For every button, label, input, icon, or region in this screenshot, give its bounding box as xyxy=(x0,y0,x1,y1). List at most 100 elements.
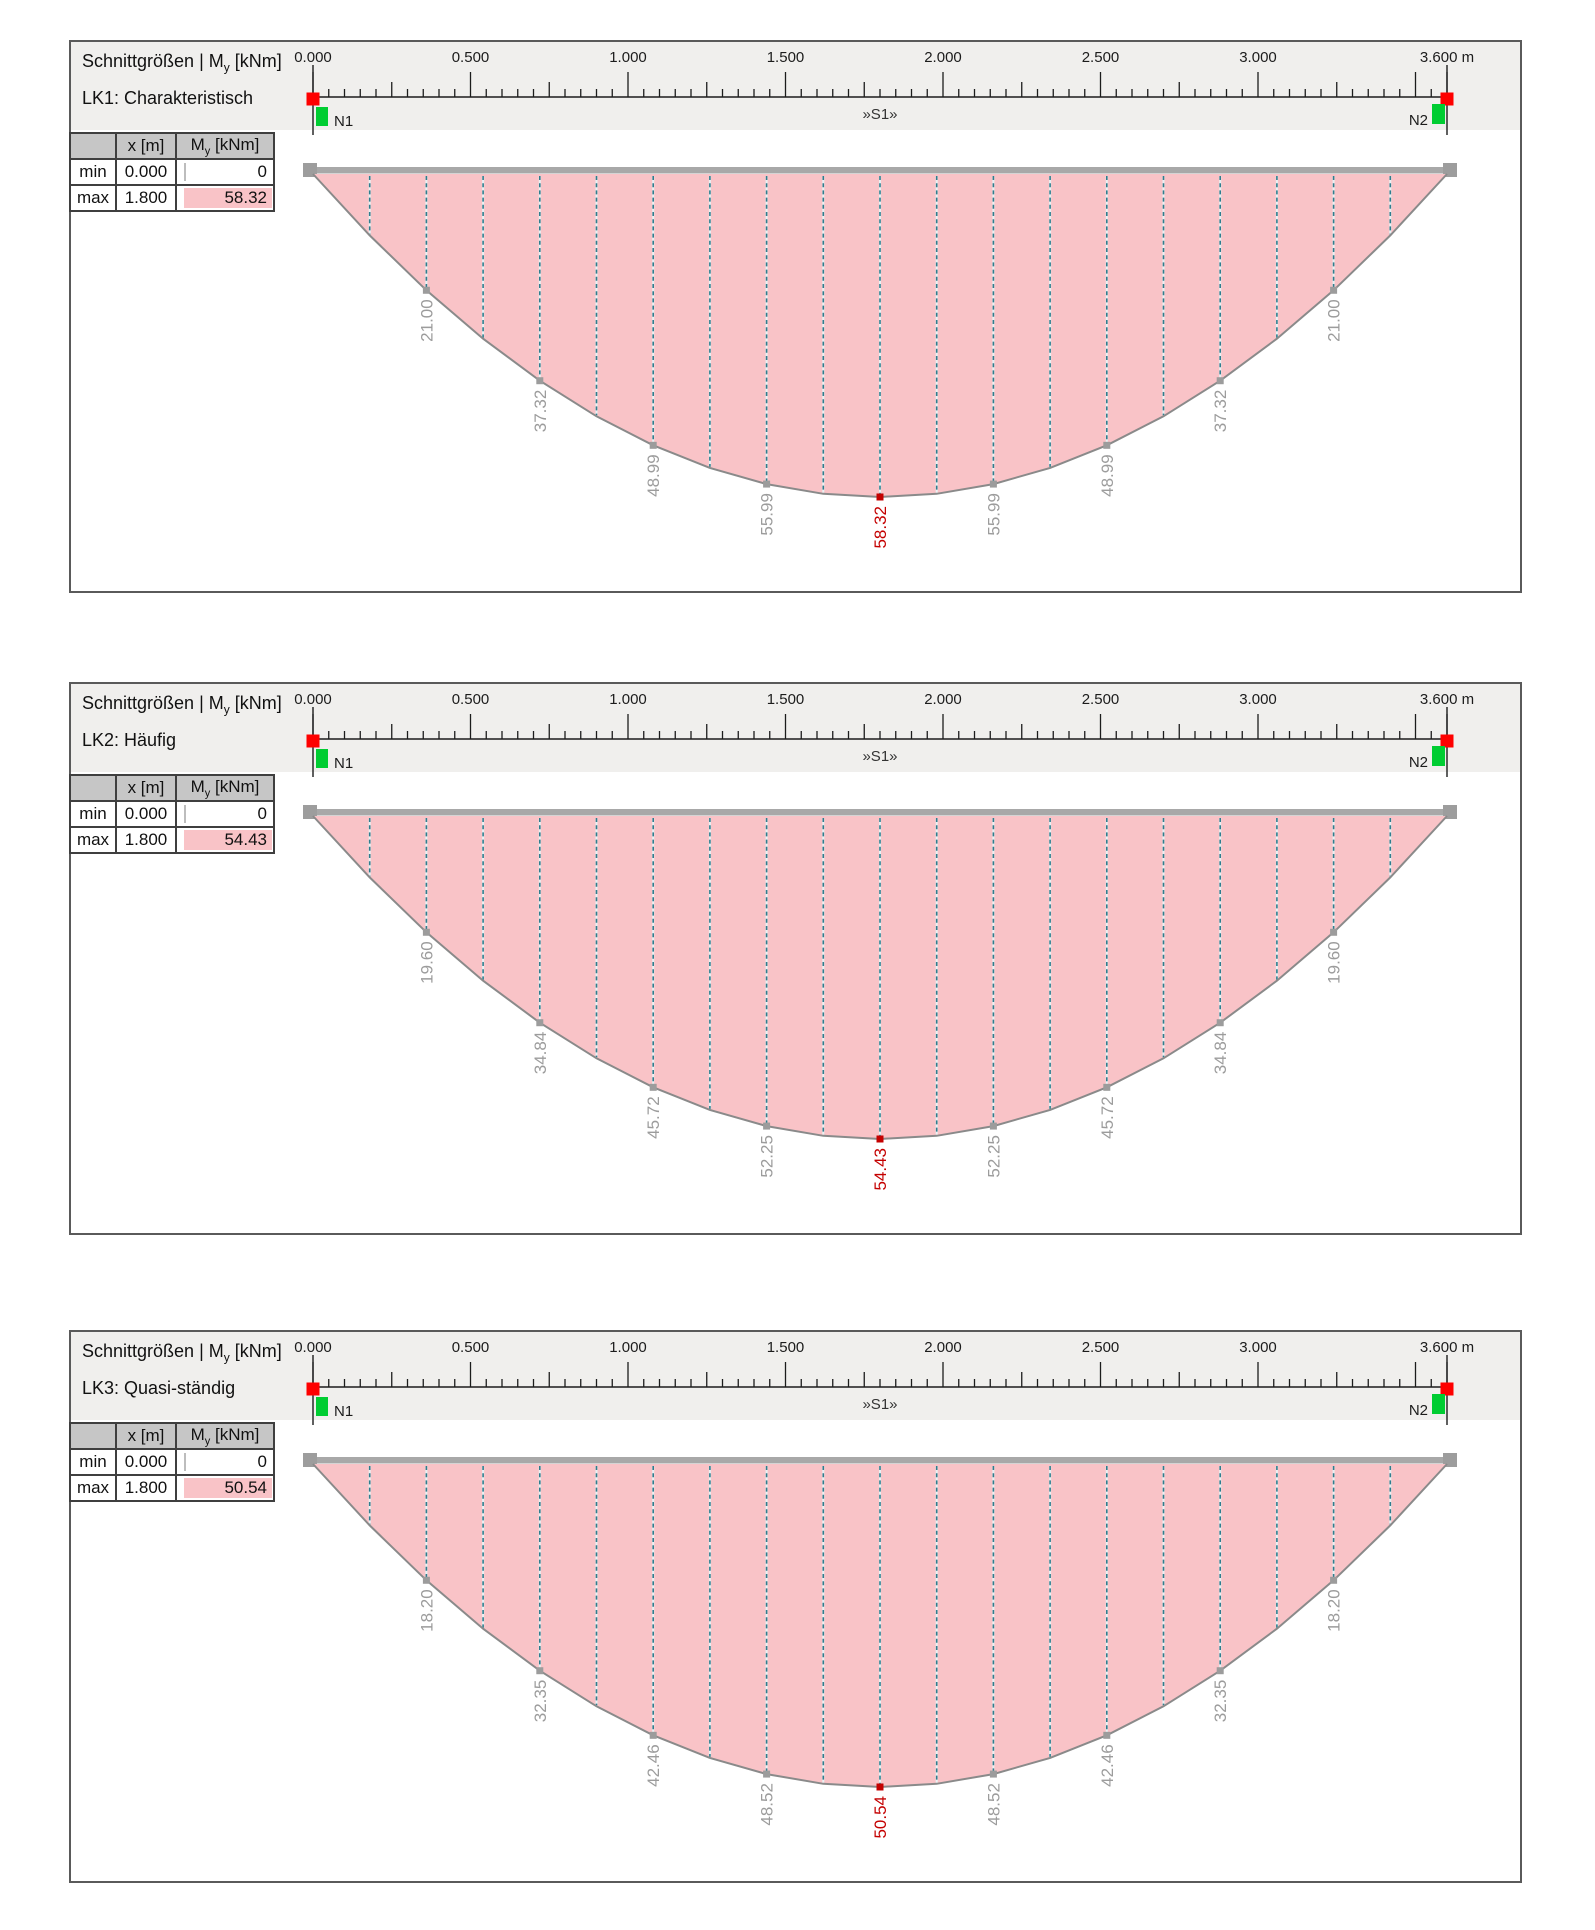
node-markers: N1 N2 »S1» xyxy=(306,734,1454,772)
ruler-tick-label: 2.500 xyxy=(1082,49,1120,66)
support-n1-marker xyxy=(316,1397,328,1416)
max-row: max 1.800 50.54 xyxy=(69,1474,275,1502)
moment-value-label: 32.35 xyxy=(531,1680,550,1723)
result-dot xyxy=(1330,286,1338,294)
node-markers: N1 N2 »S1» xyxy=(306,1382,1454,1420)
min-my-value: 0 xyxy=(175,1448,275,1476)
zero-bar xyxy=(184,805,186,823)
member-s1-label: »S1» xyxy=(862,106,897,123)
node-n1-label: N1 xyxy=(334,1403,353,1420)
corner-cell xyxy=(69,132,117,160)
panel-title: Schnittgrößen | My [kNm] xyxy=(82,1341,282,1365)
max-x-value: 1.800 xyxy=(115,184,177,212)
ruler-tick-label: 1.000 xyxy=(609,691,647,708)
title-separator: | xyxy=(199,693,204,713)
moment-value-label: 19.60 xyxy=(417,941,436,984)
value-labels: 21.00 37.32 48.99 55.99 58.32 55.99 48.99 37.32… xyxy=(417,286,1344,549)
result-dot xyxy=(649,1731,657,1739)
min-x-value: 0.000 xyxy=(115,158,177,186)
max-my-value: 54.43 xyxy=(175,826,275,854)
moment-value-label: 34.84 xyxy=(1211,1032,1230,1075)
beam-end-cap xyxy=(1443,163,1457,177)
max-row-label: max xyxy=(69,1474,117,1502)
ruler-tick-label: 0.500 xyxy=(452,1339,490,1356)
max-value-bar xyxy=(184,1478,272,1498)
minmax-table: x [m] My [kNm] min 0.000 0 max 1.800 58.… xyxy=(69,132,275,212)
load-case-label: LK1: Charakteristisch xyxy=(82,87,254,108)
moment-value-label: 48.99 xyxy=(644,454,663,497)
moment-value-label: 19.60 xyxy=(1325,941,1344,984)
result-dot xyxy=(1216,1667,1224,1675)
support-n2-marker xyxy=(1432,104,1445,124)
moment-diagram-panel-lk2: 0.000 0.500 1.000 1.500 2.000 2.500 3.000 3.600… xyxy=(69,682,1522,1235)
result-dot xyxy=(649,441,657,449)
ruler-tick-label: 3.600 m xyxy=(1420,49,1474,66)
beam xyxy=(303,163,1457,177)
section-lines xyxy=(368,1466,1392,1786)
ruler-tick-label: 1.500 xyxy=(767,49,805,66)
max-row-label: max xyxy=(69,826,117,854)
ruler-tick-label: 2.500 xyxy=(1082,691,1120,708)
support-n2-marker xyxy=(1432,746,1445,766)
minmax-table: x [m] My [kNm] min 0.000 0 max 1.800 50.… xyxy=(69,1422,275,1502)
max-result-dot xyxy=(876,493,884,501)
result-dot xyxy=(1330,928,1338,936)
beam-end-cap xyxy=(303,163,317,177)
node-n1-marker xyxy=(306,92,320,106)
node-markers: N1 N2 »S1» xyxy=(306,92,1454,130)
title-separator: | xyxy=(199,1341,204,1361)
moment-value-label: 37.32 xyxy=(1211,390,1230,433)
panel-title: Schnittgrößen | My [kNm] xyxy=(82,51,282,75)
table-header-row: x [m] My [kNm] xyxy=(69,774,275,802)
support-n2-marker xyxy=(1432,1394,1445,1414)
max-moment-value-label: 50.54 xyxy=(871,1796,890,1839)
max-my-value: 50.54 xyxy=(175,1474,275,1502)
result-dot xyxy=(1330,1576,1338,1584)
ruler: 0.000 0.500 1.000 1.500 2.000 2.500 3.000 3.600… xyxy=(294,691,1474,777)
node-n1-marker xyxy=(306,734,320,748)
min-row: min 0.000 0 xyxy=(69,1448,275,1476)
moment-diagram-panel-lk3: 0.000 0.500 1.000 1.500 2.000 2.500 3.000 3.600… xyxy=(69,1330,1522,1883)
panel-title-block: Schnittgrößen | My [kNm] LK3: Quasi-stän… xyxy=(82,1336,282,1403)
ruler-tick-label: 2.000 xyxy=(924,49,962,66)
moment-diagram-canvas: 0.000 0.500 1.000 1.500 2.000 2.500 3.000 3.600… xyxy=(294,691,1474,1191)
moment-value-label: 55.99 xyxy=(758,493,777,536)
moment-value-label: 48.52 xyxy=(984,1783,1003,1826)
max-x-value: 1.800 xyxy=(115,1474,177,1502)
node-n2-label: N2 xyxy=(1409,754,1428,771)
min-row-label: min xyxy=(69,1448,117,1476)
moment-value-label: 42.46 xyxy=(1098,1744,1117,1787)
ruler-tick-label: 0.000 xyxy=(294,1339,332,1356)
result-dot xyxy=(1216,377,1224,385)
x-column-header: x [m] xyxy=(115,774,177,802)
ruler-tick-label: 2.000 xyxy=(924,691,962,708)
beam xyxy=(303,1453,1457,1467)
node-n1-label: N1 xyxy=(334,755,353,772)
ruler-tick-label: 3.600 m xyxy=(1420,691,1474,708)
result-dot xyxy=(422,1576,430,1584)
result-dot xyxy=(649,1083,657,1091)
value-labels: 19.60 34.84 45.72 52.25 54.43 52.25 45.72 34.84… xyxy=(417,928,1344,1191)
moment-diagram-canvas: 0.000 0.500 1.000 1.500 2.000 2.500 3.000 3.600… xyxy=(294,1339,1474,1839)
result-dot xyxy=(1103,1731,1111,1739)
table-header-row: x [m] My [kNm] xyxy=(69,1422,275,1450)
ruler-tick-label: 3.000 xyxy=(1239,49,1277,66)
moment-value-label: 42.46 xyxy=(644,1744,663,1787)
min-row-label: min xyxy=(69,800,117,828)
ruler-tick-label: 3.000 xyxy=(1239,691,1277,708)
result-dot xyxy=(422,928,430,936)
load-case-label: LK3: Quasi-ständig xyxy=(82,1377,236,1398)
min-my-value: 0 xyxy=(175,800,275,828)
beam-end-cap xyxy=(303,1453,317,1467)
member-s1-label: »S1» xyxy=(862,748,897,765)
my-column-header: My [kNm] xyxy=(175,1422,275,1450)
load-case-label: LK2: Häufig xyxy=(82,729,177,750)
ruler-tick-label: 0.000 xyxy=(294,49,332,66)
ruler-tick-label: 1.000 xyxy=(609,49,647,66)
my-column-header: My [kNm] xyxy=(175,774,275,802)
beam xyxy=(303,805,1457,819)
x-column-header: x [m] xyxy=(115,1422,177,1450)
max-moment-value-label: 58.32 xyxy=(871,506,890,549)
ruler: 0.000 0.500 1.000 1.500 2.000 2.500 3.000 3.600… xyxy=(294,1339,1474,1425)
